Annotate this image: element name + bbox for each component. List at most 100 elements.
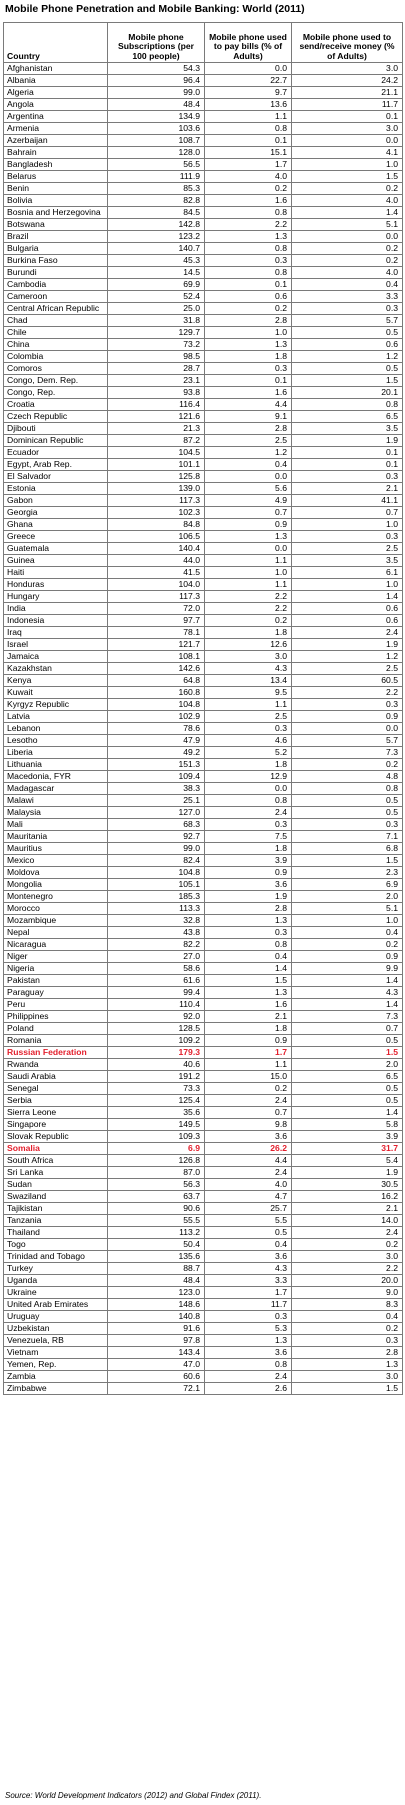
send-receive-money-cell: 5.1 <box>291 218 403 231</box>
subscriptions-cell: 23.1 <box>107 374 205 387</box>
table-row: Peru 110.4 1.6 1.4 <box>3 998 403 1011</box>
country-cell: Moldova <box>3 866 108 879</box>
subscriptions-cell: 148.6 <box>107 1298 205 1311</box>
subscriptions-cell: 113.3 <box>107 902 205 915</box>
table-row: Mozambique 32.8 1.3 1.0 <box>3 914 403 927</box>
table-row: Angola 48.4 13.6 11.7 <box>3 98 403 111</box>
send-receive-money-cell: 21.1 <box>291 86 403 99</box>
table-row: Thailand 113.2 0.5 2.4 <box>3 1226 403 1239</box>
subscriptions-cell: 104.8 <box>107 866 205 879</box>
subscriptions-cell: 99.0 <box>107 86 205 99</box>
country-cell: Macedonia, FYR <box>3 770 108 783</box>
pay-bills-cell: 1.3 <box>204 230 292 243</box>
table-row: Chad 31.8 2.8 5.7 <box>3 314 403 327</box>
send-receive-money-cell: 0.0 <box>291 134 403 147</box>
pay-bills-cell: 2.2 <box>204 218 292 231</box>
table-row: Venezuela, RB 97.8 1.3 0.3 <box>3 1334 403 1347</box>
country-cell: China <box>3 338 108 351</box>
country-cell: Congo, Rep. <box>3 386 108 399</box>
country-cell: Benin <box>3 182 108 195</box>
country-cell: Lebanon <box>3 722 108 735</box>
subscriptions-cell: 72.0 <box>107 602 205 615</box>
pay-bills-cell: 3.6 <box>204 1130 292 1143</box>
pay-bills-cell: 15.1 <box>204 146 292 159</box>
table-row: Argentina 134.9 1.1 0.1 <box>3 110 403 123</box>
pay-bills-cell: 2.5 <box>204 434 292 447</box>
table-row: Tajikistan 90.6 25.7 2.1 <box>3 1202 403 1215</box>
table-row: Lesotho 47.9 4.6 5.7 <box>3 734 403 747</box>
send-receive-money-cell: 4.1 <box>291 146 403 159</box>
country-cell: Uganda <box>3 1274 108 1287</box>
table-row: Bulgaria 140.7 0.8 0.2 <box>3 242 403 255</box>
send-receive-money-cell: 2.2 <box>291 686 403 699</box>
pay-bills-cell: 0.3 <box>204 254 292 267</box>
pay-bills-cell: 22.7 <box>204 74 292 87</box>
send-receive-money-cell: 0.3 <box>291 818 403 831</box>
subscriptions-cell: 191.2 <box>107 1070 205 1083</box>
table-row: Azerbaijan 108.7 0.1 0.0 <box>3 134 403 147</box>
subscriptions-cell: 72.1 <box>107 1382 205 1395</box>
table-row: Niger 27.0 0.4 0.9 <box>3 950 403 963</box>
pay-bills-cell: 4.9 <box>204 494 292 507</box>
subscriptions-cell: 32.8 <box>107 914 205 927</box>
country-cell: Thailand <box>3 1226 108 1239</box>
country-cell: Yemen, Rep. <box>3 1358 108 1371</box>
send-receive-money-cell: 0.5 <box>291 806 403 819</box>
country-cell: Burkina Faso <box>3 254 108 267</box>
subscriptions-cell: 48.4 <box>107 1274 205 1287</box>
table-row: Ghana 84.8 0.9 1.0 <box>3 518 403 531</box>
table-row: Mauritius 99.0 1.8 6.8 <box>3 842 403 855</box>
country-cell: Colombia <box>3 350 108 363</box>
send-receive-money-cell: 0.4 <box>291 278 403 291</box>
subscriptions-cell: 116.4 <box>107 398 205 411</box>
subscriptions-cell: 101.1 <box>107 458 205 471</box>
pay-bills-cell: 1.3 <box>204 1334 292 1347</box>
send-receive-money-cell: 16.2 <box>291 1190 403 1203</box>
pay-bills-cell: 3.9 <box>204 854 292 867</box>
pay-bills-cell: 0.8 <box>204 1358 292 1371</box>
subscriptions-cell: 99.4 <box>107 986 205 999</box>
pay-bills-cell: 25.7 <box>204 1202 292 1215</box>
country-cell: Slovak Republic <box>3 1130 108 1143</box>
pay-bills-cell: 15.0 <box>204 1070 292 1083</box>
table-row: Montenegro 185.3 1.9 2.0 <box>3 890 403 903</box>
pay-bills-cell: 3.6 <box>204 878 292 891</box>
pay-bills-cell: 0.1 <box>204 134 292 147</box>
subscriptions-cell: 84.5 <box>107 206 205 219</box>
table-row: Belarus 111.9 4.0 1.5 <box>3 170 403 183</box>
table-row: Congo, Rep. 93.8 1.6 20.1 <box>3 386 403 399</box>
country-cell: Bahrain <box>3 146 108 159</box>
country-cell: Dominican Republic <box>3 434 108 447</box>
pay-bills-cell: 12.9 <box>204 770 292 783</box>
subscriptions-cell: 49.2 <box>107 746 205 759</box>
send-receive-money-cell: 1.0 <box>291 158 403 171</box>
table-row: Lithuania 151.3 1.8 0.2 <box>3 758 403 771</box>
country-cell: Belarus <box>3 170 108 183</box>
pay-bills-cell: 5.2 <box>204 746 292 759</box>
send-receive-money-cell: 5.7 <box>291 734 403 747</box>
pay-bills-cell: 4.3 <box>204 1262 292 1275</box>
pay-bills-cell: 5.5 <box>204 1214 292 1227</box>
pay-bills-cell: 1.6 <box>204 386 292 399</box>
send-receive-money-cell: 0.5 <box>291 1082 403 1095</box>
send-receive-money-cell: 0.8 <box>291 398 403 411</box>
table-row: Russian Federation 179.3 1.7 1.5 <box>3 1046 403 1059</box>
pay-bills-cell: 0.8 <box>204 266 292 279</box>
subscriptions-cell: 160.8 <box>107 686 205 699</box>
pay-bills-cell: 0.9 <box>204 866 292 879</box>
subscriptions-cell: 134.9 <box>107 110 205 123</box>
pay-bills-cell: 2.8 <box>204 902 292 915</box>
send-receive-money-cell: 2.4 <box>291 1226 403 1239</box>
send-receive-money-cell: 1.4 <box>291 974 403 987</box>
subscriptions-cell: 50.4 <box>107 1238 205 1251</box>
country-cell: Mexico <box>3 854 108 867</box>
send-receive-money-cell: 1.0 <box>291 914 403 927</box>
send-receive-money-cell: 0.3 <box>291 1334 403 1347</box>
send-receive-money-cell: 6.9 <box>291 878 403 891</box>
table-row: Honduras 104.0 1.1 1.0 <box>3 578 403 591</box>
subscriptions-cell: 117.3 <box>107 590 205 603</box>
pay-bills-cell: 0.0 <box>204 62 292 75</box>
subscriptions-cell: 109.2 <box>107 1034 205 1047</box>
pay-bills-cell: 0.6 <box>204 290 292 303</box>
send-receive-money-cell: 0.6 <box>291 338 403 351</box>
